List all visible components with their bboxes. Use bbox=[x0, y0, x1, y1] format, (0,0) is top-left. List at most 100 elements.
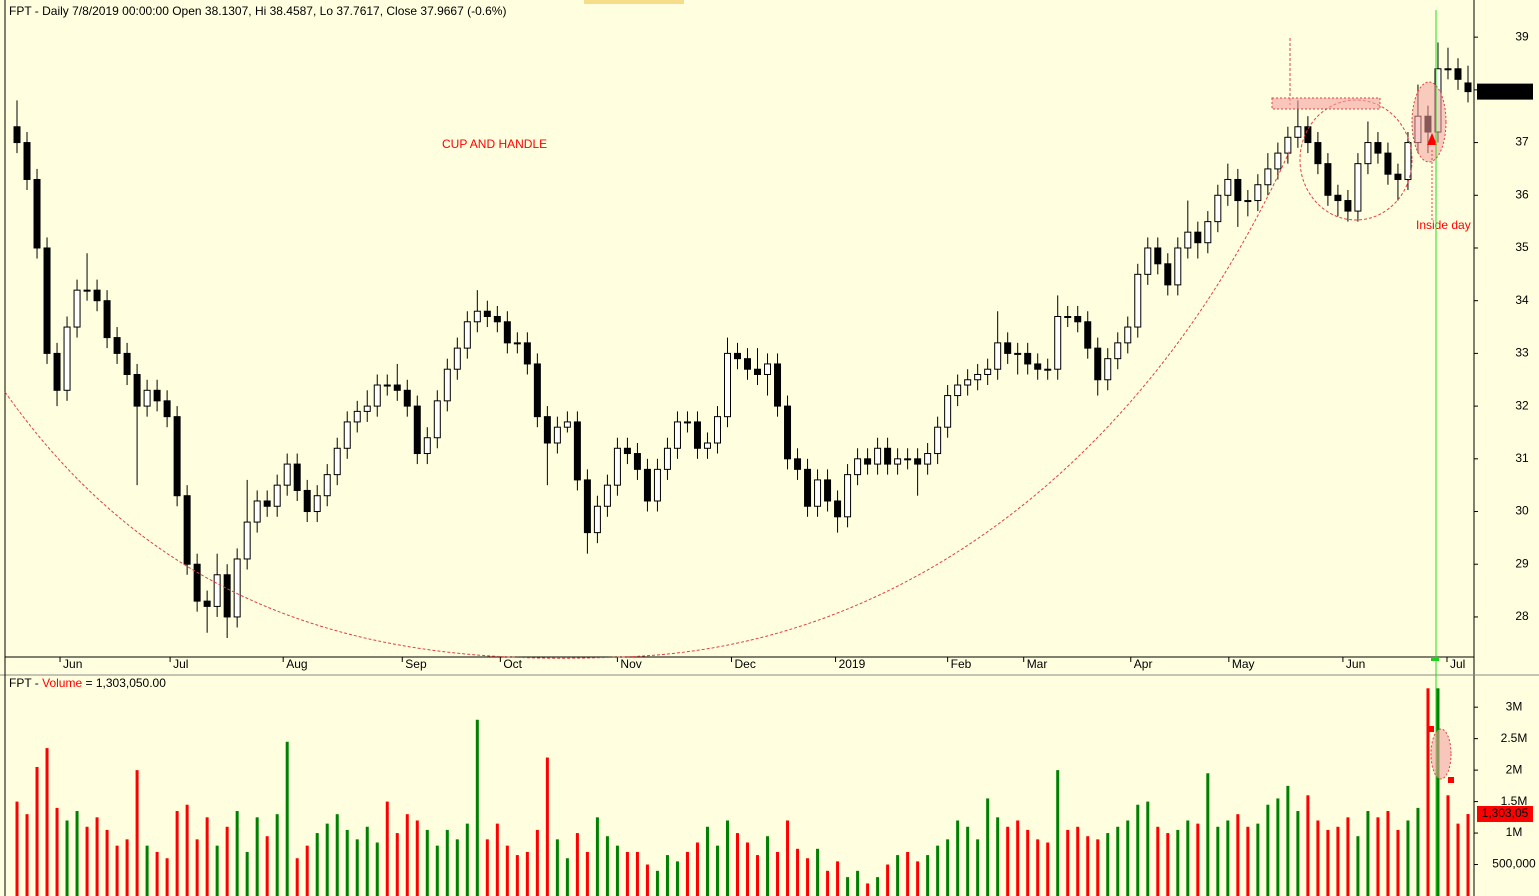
annotation: CUP AND HANDLE bbox=[442, 137, 547, 151]
resistance-box bbox=[1271, 97, 1381, 110]
y-tick-label: 32 bbox=[1515, 398, 1529, 412]
volume-bar bbox=[45, 748, 49, 896]
volume-bar bbox=[725, 820, 729, 896]
volume-bar bbox=[1046, 842, 1050, 896]
candle-body bbox=[473, 310, 481, 323]
volume-bar bbox=[876, 877, 880, 896]
candle-body bbox=[994, 342, 1002, 370]
volume-bar bbox=[856, 870, 860, 896]
candle-body bbox=[1084, 321, 1092, 349]
volume-bar bbox=[515, 855, 519, 896]
volume-bar bbox=[1196, 823, 1200, 896]
y-tick-label: 35 bbox=[1515, 240, 1529, 254]
candle-body bbox=[263, 500, 271, 507]
volume-bar bbox=[826, 870, 830, 896]
candle-body bbox=[1204, 221, 1212, 244]
volume-bar bbox=[295, 858, 299, 896]
candle-body bbox=[1254, 184, 1262, 202]
volume-bar bbox=[685, 851, 689, 896]
volume-bar bbox=[986, 798, 990, 896]
y-tick-label: 36 bbox=[1515, 187, 1529, 201]
candle-body bbox=[1234, 178, 1242, 202]
candle-body bbox=[463, 321, 471, 349]
candle-body bbox=[13, 126, 21, 144]
volume-bar bbox=[1376, 817, 1380, 896]
candle-body bbox=[623, 447, 631, 455]
volume-bar bbox=[535, 829, 539, 896]
volume-bar bbox=[1316, 820, 1320, 896]
volume-bar bbox=[1106, 833, 1110, 896]
candle-body bbox=[834, 500, 842, 518]
volume-bar bbox=[886, 864, 890, 896]
y-tick-label: 2.5M bbox=[1501, 731, 1528, 745]
volume-bar bbox=[715, 845, 719, 896]
volume-bar bbox=[1466, 813, 1470, 896]
volume-bar bbox=[996, 817, 1000, 896]
candle-body bbox=[403, 389, 411, 407]
volume-bar bbox=[1346, 817, 1350, 896]
marker bbox=[1428, 726, 1434, 732]
volume-bar bbox=[495, 823, 499, 896]
volume-bar bbox=[605, 836, 609, 896]
volume-bar bbox=[565, 858, 569, 896]
candle-body bbox=[904, 458, 912, 461]
volume-bar bbox=[1226, 820, 1230, 896]
volume-bar bbox=[836, 861, 840, 896]
volume-bar bbox=[1286, 785, 1290, 896]
volume-bar bbox=[1176, 829, 1180, 896]
candle-body bbox=[93, 289, 101, 302]
y-tick-label: 30 bbox=[1515, 504, 1529, 518]
volume-bar bbox=[165, 858, 169, 896]
candle-body bbox=[533, 363, 541, 418]
volume-bar bbox=[415, 820, 419, 896]
volume-bar bbox=[395, 833, 399, 896]
candle-body bbox=[253, 500, 261, 523]
volume-bar bbox=[1076, 826, 1080, 896]
marker bbox=[1448, 777, 1454, 783]
volume-bar bbox=[405, 814, 409, 896]
x-tick-label: Jun bbox=[63, 657, 82, 671]
candle-body bbox=[613, 447, 621, 486]
candle-body bbox=[1374, 142, 1382, 154]
candle-body bbox=[303, 489, 311, 513]
candle-body bbox=[764, 363, 772, 375]
volume-bar bbox=[1386, 811, 1390, 896]
candle-body bbox=[1154, 247, 1162, 265]
volume-bar bbox=[1406, 820, 1410, 896]
volume-title: FPT - Volume = 1,303,050.00 bbox=[9, 676, 166, 690]
volume-bar bbox=[115, 845, 119, 896]
volume-bar bbox=[866, 883, 870, 896]
candle-body bbox=[703, 442, 711, 449]
candle-body bbox=[663, 447, 671, 470]
candle-body bbox=[343, 421, 351, 449]
candle-body bbox=[1454, 68, 1462, 80]
candle-body bbox=[1034, 363, 1042, 370]
candle-body bbox=[293, 463, 301, 491]
y-tick-label: 3M bbox=[1506, 699, 1523, 713]
volume-bar bbox=[545, 757, 549, 896]
candle-body bbox=[583, 479, 591, 534]
volume-bar bbox=[1016, 820, 1020, 896]
candle-body bbox=[914, 458, 922, 465]
volume-bar bbox=[796, 848, 800, 896]
candle-body bbox=[243, 521, 251, 560]
volume-bar bbox=[695, 842, 699, 896]
candle-body bbox=[493, 316, 501, 323]
volume-bar bbox=[205, 817, 209, 896]
candle-body bbox=[844, 474, 852, 518]
volume-bar bbox=[1006, 826, 1010, 896]
y-tick-label: 39 bbox=[1515, 29, 1529, 43]
x-tick-label: Oct bbox=[503, 657, 522, 671]
volume-bar bbox=[335, 814, 339, 896]
candle-body bbox=[673, 421, 681, 449]
candle-body bbox=[523, 342, 531, 365]
x-tick-label: May bbox=[1232, 657, 1255, 671]
candle-body bbox=[33, 178, 41, 249]
candle-body bbox=[944, 395, 952, 428]
marker bbox=[1431, 657, 1439, 661]
volume-bar bbox=[1456, 823, 1460, 896]
candle-body bbox=[1094, 347, 1102, 381]
volume-bar bbox=[145, 845, 149, 896]
candle-body bbox=[1124, 326, 1132, 344]
candle-body bbox=[814, 479, 822, 507]
